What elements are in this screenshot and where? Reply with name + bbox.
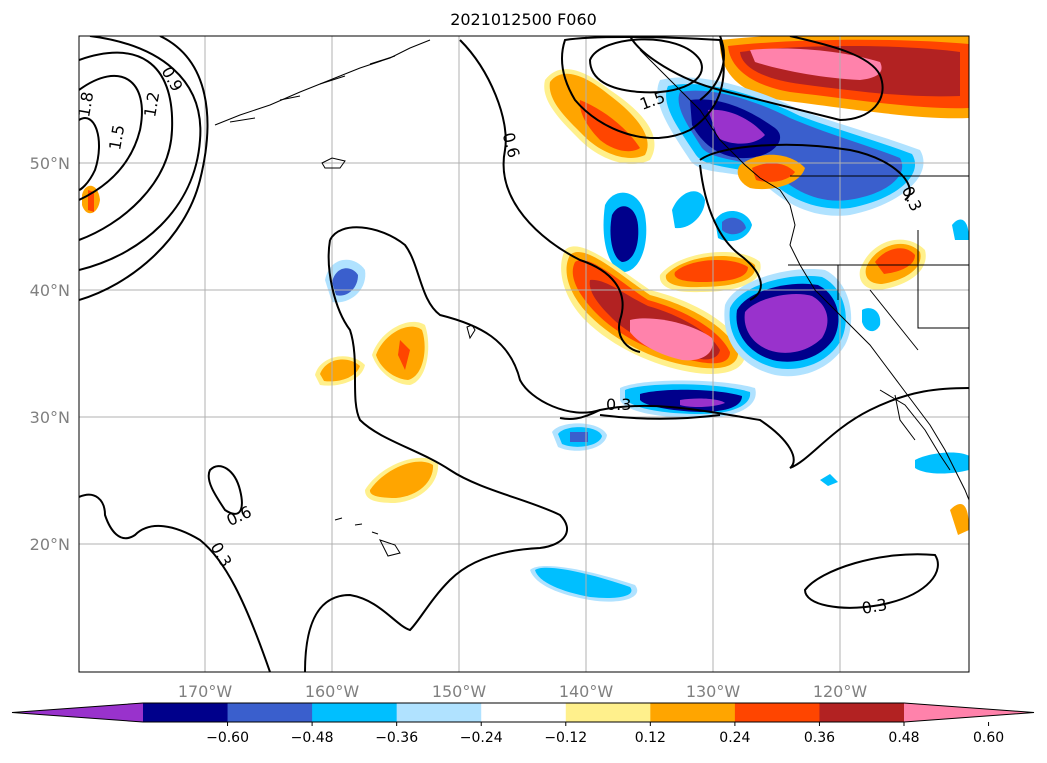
colorbar-tick-label: −0.48 — [291, 730, 334, 746]
contour-label: 1.2 — [140, 90, 163, 118]
contour-label: 1.5 — [105, 123, 128, 151]
colorbar-swatch — [143, 703, 229, 722]
contour-lines — [79, 36, 969, 672]
colorbar-swatch — [227, 703, 313, 722]
colorbar-swatch — [565, 703, 651, 722]
contour-label: 1.8 — [74, 90, 97, 118]
colorbar-tick-label: 0.36 — [804, 730, 835, 746]
lon-label: 140°W — [559, 682, 614, 701]
colorbar-swatch — [650, 703, 736, 722]
colorbar-swatch — [819, 703, 905, 722]
colorbar-tick-label: −0.24 — [460, 730, 503, 746]
positive-anomaly-small — [82, 185, 969, 535]
lat-label: 40°N — [30, 281, 70, 300]
lon-label: 150°W — [432, 682, 487, 701]
positive-anomaly-northeast — [719, 36, 969, 119]
colorbar-swatch — [734, 703, 820, 722]
lon-label: 130°W — [686, 682, 741, 701]
lon-label: 120°W — [813, 682, 868, 701]
negative-anomaly-small — [325, 191, 969, 486]
longitude-labels: 170°W 160°W 150°W 140°W 130°W 120°W — [178, 682, 868, 701]
lat-label: 20°N — [30, 535, 70, 554]
colorbar-tick-label: 0.24 — [719, 730, 750, 746]
colorbar-tick-label: 0.12 — [635, 730, 666, 746]
colorbar-tick-label: −0.12 — [544, 730, 587, 746]
coastlines — [214, 39, 969, 557]
colorbar-extend-right — [904, 703, 1034, 722]
map-content: 1.8 1.5 1.2 0.9 0.6 1.5 0.3 0.3 0.6 0.3 … — [74, 36, 969, 672]
map-frame — [78, 35, 970, 673]
positive-anomaly-42n — [659, 252, 761, 293]
lat-label: 50°N — [30, 154, 70, 173]
colorbar-extend-left — [12, 703, 143, 722]
contour-label: 0.3 — [860, 595, 888, 618]
gridlines — [79, 36, 969, 672]
colorbar: −0.60 −0.48 −0.36 −0.24 −0.12 0.12 0.24 0.36 0.4… — [11, 702, 1035, 746]
map-title: 2021012500 F060 — [450, 10, 597, 29]
colorbar-swatch — [481, 703, 567, 722]
colorbar-tick-label: 0.48 — [888, 730, 919, 746]
colorbar-outline — [11, 702, 1035, 723]
lon-label: 160°W — [305, 682, 360, 701]
lon-label: 170°W — [178, 682, 233, 701]
colorbar-tick-label: 0.60 — [973, 730, 1004, 746]
colorbar-swatch — [312, 703, 398, 722]
colorbar-swatch — [396, 703, 482, 722]
colorbar-tick-label: −0.60 — [206, 730, 249, 746]
colorbar-tick-label: −0.36 — [375, 730, 418, 746]
latitude-labels: 50°N 40°N 30°N 20°N — [30, 154, 70, 554]
contour-label: 0.3 — [606, 395, 631, 414]
lat-label: 30°N — [30, 408, 70, 427]
